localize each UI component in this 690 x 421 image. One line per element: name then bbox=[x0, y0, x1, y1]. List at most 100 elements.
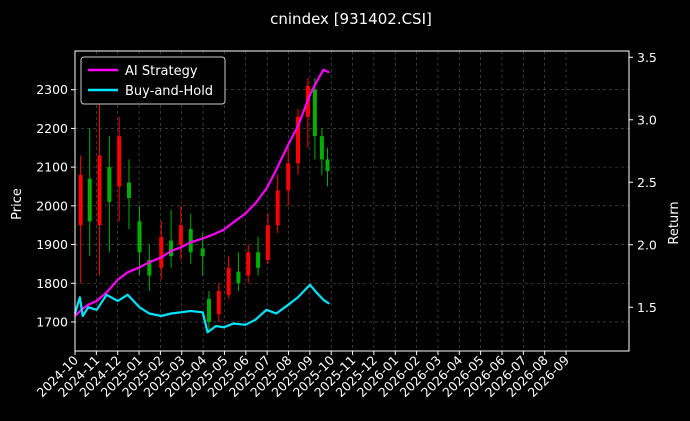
series-line-ai-strategy-point-16 bbox=[232, 221, 235, 224]
candle-body-14 bbox=[216, 291, 221, 315]
series-line-ai-strategy-point-11 bbox=[180, 246, 182, 249]
series-line-buy-and-hold-point-21 bbox=[265, 308, 268, 311]
series-line-ai-strategy-point-17 bbox=[244, 212, 247, 215]
candle-body-2 bbox=[97, 155, 102, 226]
series-line-ai-strategy-point-5 bbox=[116, 278, 119, 281]
series-line-buy-and-hold-point-2 bbox=[81, 315, 84, 317]
candle-body-1 bbox=[87, 178, 92, 222]
series-line-ai-strategy-point-12 bbox=[189, 241, 192, 244]
y-tick-left-label-2: 1900 bbox=[36, 237, 68, 252]
y-axis-label-left: Price bbox=[10, 188, 25, 220]
candle-body-13 bbox=[206, 298, 211, 322]
y-axis-label-right: Return bbox=[667, 201, 682, 244]
series-line-ai-strategy-point-3 bbox=[95, 300, 98, 302]
series-line-buy-and-hold-point-7 bbox=[126, 293, 129, 296]
series-line-ai-strategy-point-26 bbox=[328, 71, 330, 74]
series-line-ai-strategy-point-14 bbox=[211, 233, 214, 236]
y-tick-right-label-0: 1.5 bbox=[637, 300, 657, 315]
series-line-ai-strategy-point-7 bbox=[138, 266, 141, 269]
candle-body-3 bbox=[107, 167, 112, 202]
series-lines bbox=[73, 68, 330, 334]
series-line-ai-strategy-point-13 bbox=[201, 237, 204, 240]
series-line-ai-strategy-point-25 bbox=[322, 68, 325, 71]
candle-body-18 bbox=[256, 252, 261, 268]
candle-body-17 bbox=[246, 252, 251, 276]
series-line-buy-and-hold-point-10 bbox=[160, 315, 163, 317]
series-line-buy-and-hold-point-15 bbox=[206, 331, 209, 334]
plot-frame bbox=[74, 50, 630, 352]
candle-body-25 bbox=[319, 136, 324, 160]
series-line-buy-and-hold-point-6 bbox=[116, 300, 119, 302]
candle-body-7 bbox=[147, 260, 152, 276]
series-line-buy-and-hold-point-25 bbox=[309, 283, 311, 286]
series-line-ai-strategy-point-21 bbox=[287, 143, 290, 146]
candle-body-26 bbox=[325, 159, 330, 171]
candle-body-24 bbox=[312, 89, 317, 137]
series-line-buy-and-hold-point-4 bbox=[95, 308, 98, 311]
y-tick-left-label-5: 2200 bbox=[36, 121, 68, 136]
candlesticks bbox=[78, 78, 330, 330]
legend: AI Strategy Buy-and-Hold bbox=[80, 56, 226, 105]
series-line-ai-strategy-point-6 bbox=[126, 271, 129, 274]
legend-label-ai-strategy: AI Strategy bbox=[125, 64, 198, 79]
candle-body-11 bbox=[188, 229, 193, 253]
series-line-buy-and-hold-point-5 bbox=[105, 293, 108, 296]
y-tick-right-label-3: 3.0 bbox=[637, 112, 657, 127]
series-line-buy-and-hold-point-22 bbox=[275, 312, 278, 315]
series-line-ai-strategy-point-20 bbox=[275, 168, 278, 171]
y-tick-left-label-1: 1800 bbox=[36, 276, 68, 291]
legend-label-buy-and-hold: Buy-and-Hold bbox=[125, 84, 213, 99]
series-line-buy-and-hold-point-13 bbox=[189, 310, 192, 312]
y-tick-left-label-6: 2300 bbox=[36, 82, 68, 97]
candle-body-9 bbox=[169, 240, 174, 257]
series-line-ai-strategy-point-10 bbox=[170, 250, 172, 252]
candle-body-22 bbox=[296, 116, 301, 164]
candle-body-6 bbox=[137, 221, 142, 253]
y-ticks-left: 1700 1800 1900 2000 2100 2200 2300 bbox=[36, 82, 75, 329]
candle-body-12 bbox=[200, 248, 205, 257]
series-line-ai-strategy-point-19 bbox=[265, 187, 268, 190]
candle-body-5 bbox=[127, 182, 132, 199]
candle-body-0 bbox=[78, 174, 83, 226]
candle-body-8 bbox=[159, 236, 164, 268]
series-line-ai-strategy-point-15 bbox=[222, 228, 225, 231]
candle-body-21 bbox=[286, 163, 291, 191]
y-tick-right-label-2: 2.5 bbox=[637, 175, 657, 190]
candle-body-10 bbox=[178, 225, 183, 245]
series-line-ai-strategy-point-2 bbox=[87, 303, 90, 306]
series-line-buy-and-hold-point-18 bbox=[232, 322, 235, 325]
series-line-buy-and-hold-point-19 bbox=[244, 323, 247, 326]
series-line-buy-and-hold-point-20 bbox=[254, 318, 257, 321]
series-line-ai-strategy-point-8 bbox=[148, 261, 151, 264]
y-tick-left-label-0: 1700 bbox=[36, 314, 68, 329]
candle-body-20 bbox=[275, 190, 280, 226]
series-line-buy-and-hold-point-3 bbox=[87, 306, 90, 309]
candle-body-19 bbox=[265, 225, 270, 261]
series-line-buy-and-hold-point-28 bbox=[328, 302, 330, 305]
candle-body-15 bbox=[226, 267, 231, 295]
series-line-buy-and-hold-point-9 bbox=[148, 312, 151, 315]
series-line-ai-strategy-point-18 bbox=[254, 202, 257, 205]
y-tick-right-label-4: 3.5 bbox=[637, 50, 657, 65]
series-line-ai-strategy-point-22 bbox=[297, 125, 299, 127]
series-line-buy-and-hold-point-11 bbox=[170, 312, 172, 315]
series-line-buy-and-hold-point-16 bbox=[215, 325, 217, 327]
x-ticks: 2024-102024-112024-122025-012025-022025-… bbox=[34, 351, 572, 400]
series-line-buy-and-hold-point-14 bbox=[201, 311, 204, 314]
series-line-buy-and-hold-point-26 bbox=[315, 291, 318, 294]
candle-body-4 bbox=[117, 136, 122, 187]
series-line-buy-and-hold-point-12 bbox=[180, 311, 182, 314]
series-line-ai-strategy-point-4 bbox=[105, 291, 108, 294]
series-line-buy-and-hold-point-1 bbox=[79, 296, 81, 299]
series-line-buy-and-hold-point-23 bbox=[287, 303, 290, 306]
candle-body-16 bbox=[236, 271, 241, 284]
series-line-buy-and-hold-point-17 bbox=[222, 326, 225, 329]
series-line-ai-strategy-point-23 bbox=[309, 93, 311, 96]
y-tick-left-label-4: 2100 bbox=[36, 160, 68, 175]
y-tick-left-label-3: 2000 bbox=[36, 198, 68, 213]
series-line-buy-and-hold-point-8 bbox=[138, 306, 141, 309]
chart-title: cnindex [931402.CSI] bbox=[270, 10, 432, 28]
y-tick-right-label-1: 2.0 bbox=[637, 237, 657, 252]
series-line-buy-and-hold-point-27 bbox=[322, 298, 325, 301]
series-line-ai-strategy-point-24 bbox=[315, 81, 318, 84]
